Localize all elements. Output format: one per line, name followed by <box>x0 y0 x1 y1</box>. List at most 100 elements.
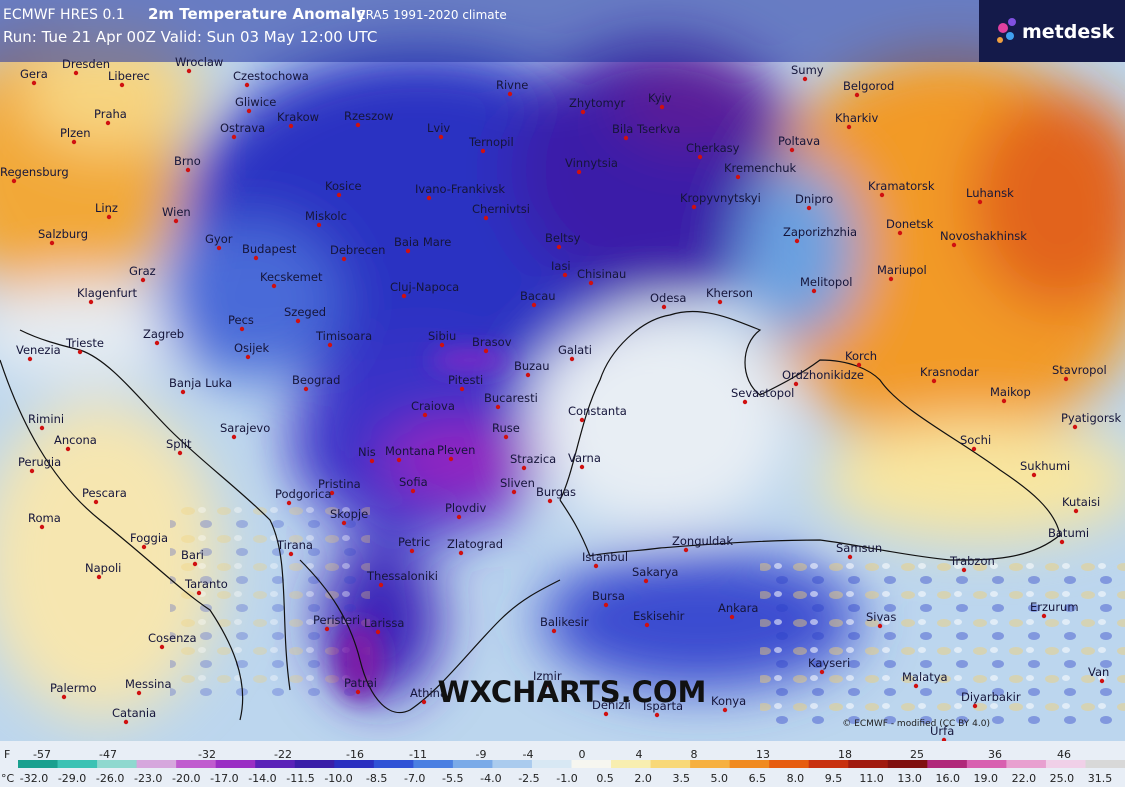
city-label: Tirana <box>276 538 313 552</box>
fahrenheit-label: 46 <box>1057 748 1071 761</box>
city-label: Chisinau <box>577 267 626 281</box>
celsius-label: 0.5 <box>596 772 614 785</box>
city-dot <box>286 500 292 506</box>
city-dot <box>547 498 553 504</box>
city-dot <box>1072 424 1078 430</box>
colorbar-swatch <box>136 760 177 768</box>
city-dot <box>483 215 489 221</box>
city-dot <box>856 362 862 368</box>
colorbar-swatch <box>729 760 770 768</box>
city-dot <box>196 590 202 596</box>
city-dot <box>49 240 55 246</box>
city-dot <box>551 628 557 634</box>
city-label: Zonguldak <box>672 534 733 548</box>
climate-ref: ERA5 1991-2020 climate <box>358 8 507 22</box>
city-dot <box>802 76 808 82</box>
city-label: Taranto <box>184 577 228 591</box>
city-dot <box>173 218 179 224</box>
city-label: Trieste <box>65 336 104 350</box>
city-label: Larissa <box>364 616 404 630</box>
city-label: Plzen <box>60 126 91 140</box>
city-label: Podgorica <box>275 487 332 501</box>
city-dot <box>654 712 660 718</box>
city-dot <box>735 174 741 180</box>
celsius-label: -29.0 <box>58 772 86 785</box>
city-dot <box>177 450 183 456</box>
city-dot <box>324 626 330 632</box>
city-dot <box>794 238 800 244</box>
city-label: Messina <box>125 677 172 691</box>
city-dot <box>1073 508 1079 514</box>
city-label: Buzau <box>514 359 550 373</box>
city-dot <box>295 318 301 324</box>
city-dot <box>793 381 799 387</box>
celsius-label: -2.5 <box>518 772 539 785</box>
city-label: Galati <box>558 343 592 357</box>
city-dot <box>231 434 237 440</box>
celsius-label: 5.0 <box>711 772 729 785</box>
fahrenheit-unit: F <box>4 748 10 761</box>
city-label: Split <box>166 437 192 451</box>
city-label: Brno <box>174 154 201 168</box>
watermark: WXCHARTS.COM <box>438 675 707 709</box>
colorbar-swatch <box>571 760 612 768</box>
city-dot <box>603 711 609 717</box>
city-dot <box>683 547 689 553</box>
celsius-label: -23.0 <box>134 772 162 785</box>
city-label: Kosice <box>325 179 362 193</box>
city-dot <box>231 134 237 140</box>
city-label: Sevastopol <box>731 386 794 400</box>
city-label: Sochi <box>960 433 991 447</box>
city-dot <box>71 139 77 145</box>
city-label: Athina <box>410 686 447 700</box>
fahrenheit-label: -11 <box>409 748 427 761</box>
city-dot <box>579 417 585 423</box>
city-label: Kharkiv <box>835 111 878 125</box>
city-label: Bucaresti <box>484 391 538 405</box>
city-label: Brasov <box>472 335 512 349</box>
city-label: Roma <box>28 511 61 525</box>
city-dot <box>88 299 94 305</box>
city-dot <box>483 348 489 354</box>
colorbar-swatch <box>452 760 493 768</box>
city-dot <box>972 703 978 709</box>
city-dot <box>1001 398 1007 404</box>
city-dot <box>729 614 735 620</box>
city-dot <box>123 719 129 725</box>
city-label: Krakow <box>277 110 319 124</box>
city-label: Lviv <box>427 121 450 135</box>
city-label: Krasnodar <box>920 365 979 379</box>
city-dot <box>659 104 665 110</box>
colorbar-swatch <box>611 760 652 768</box>
city-label: Cosenza <box>148 631 197 645</box>
city-label: Timisoara <box>315 329 372 343</box>
celsius-label: -32.0 <box>20 772 48 785</box>
city-dot <box>438 134 444 140</box>
city-dot <box>556 244 562 250</box>
celsius-label: 6.5 <box>749 772 767 785</box>
city-label: Budapest <box>242 242 297 256</box>
city-label: Petric <box>398 535 430 549</box>
celsius-label: 9.5 <box>825 772 843 785</box>
city-dot <box>717 299 723 305</box>
city-label: Szeged <box>284 305 326 319</box>
city-label: Pristina <box>318 477 361 491</box>
city-dot <box>421 699 427 705</box>
city-label: Pecs <box>228 313 254 327</box>
city-label: Trabzon <box>949 554 995 568</box>
city-label: Perugia <box>18 455 61 469</box>
city-label: Konya <box>711 694 746 708</box>
city-label: Beltsy <box>545 231 581 245</box>
city-dot <box>401 293 407 299</box>
colorbar-swatch <box>57 760 98 768</box>
celsius-label: 2.0 <box>634 772 652 785</box>
city-dot <box>1041 613 1047 619</box>
city-dot <box>185 167 191 173</box>
city-dot <box>888 276 894 282</box>
city-dot <box>644 622 650 628</box>
city-dot <box>521 465 527 471</box>
celsius-label: 19.0 <box>974 772 999 785</box>
city-dot <box>336 192 342 198</box>
